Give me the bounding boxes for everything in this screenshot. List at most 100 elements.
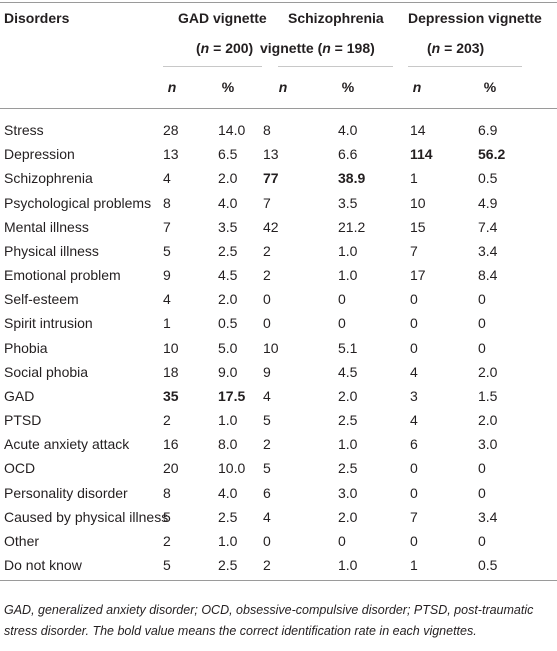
cell: 5.1 bbox=[338, 339, 358, 356]
cell: 28 bbox=[163, 122, 179, 138]
cell: 2.5 bbox=[218, 557, 238, 574]
cell: 4 bbox=[163, 170, 171, 187]
cell: 8.4 bbox=[478, 267, 498, 284]
cell: 77 bbox=[263, 170, 279, 187]
cell: 2 bbox=[263, 436, 271, 453]
group-subtitle: (n = 200) bbox=[196, 40, 253, 56]
group-title: Schizophrenia bbox=[288, 10, 384, 26]
cell: 8 bbox=[263, 122, 271, 138]
row-label: Social phobia bbox=[4, 363, 89, 380]
cell: 4.0 bbox=[218, 194, 238, 211]
cell: 1.0 bbox=[338, 436, 358, 453]
cell: 0 bbox=[263, 291, 271, 308]
cell: 7 bbox=[410, 242, 418, 259]
cell: 2 bbox=[263, 267, 271, 284]
column-header: % bbox=[221, 79, 235, 95]
cell: 6.6 bbox=[338, 146, 358, 163]
cell: 114 bbox=[410, 146, 433, 163]
row-label: PTSD bbox=[4, 412, 42, 429]
cell: 17.5 bbox=[218, 387, 246, 404]
cell: 2.5 bbox=[338, 412, 358, 429]
cell: 0 bbox=[338, 291, 346, 308]
cell: 2 bbox=[263, 557, 271, 574]
cell: 4.5 bbox=[218, 267, 238, 284]
cell: 1.0 bbox=[338, 242, 358, 259]
subtitle-part: ( bbox=[196, 40, 201, 56]
cell: 0 bbox=[478, 291, 486, 308]
group-title: Depression vignette bbox=[408, 10, 542, 26]
cell: 4 bbox=[410, 412, 418, 429]
row-label: Depression bbox=[4, 146, 75, 163]
cell: 10 bbox=[163, 339, 179, 356]
cell: 1.0 bbox=[218, 412, 238, 429]
cell: 56.2 bbox=[478, 146, 506, 163]
subtitle-part: n bbox=[431, 40, 441, 56]
row-label: Acute anxiety attack bbox=[4, 436, 130, 453]
cell: 3 bbox=[410, 387, 418, 404]
cell: 1.5 bbox=[478, 387, 498, 404]
cell: 1.0 bbox=[218, 532, 238, 549]
cell: 0 bbox=[263, 315, 271, 332]
group-subtitle: vignette (n = 198) bbox=[260, 40, 375, 56]
cell: 0 bbox=[410, 339, 418, 356]
cell: 6 bbox=[410, 436, 418, 453]
cell: 0.5 bbox=[478, 557, 498, 574]
row-label: Self-esteem bbox=[4, 291, 79, 308]
cell: 7.4 bbox=[478, 218, 498, 235]
cell: 0 bbox=[410, 532, 418, 549]
row-label: Schizophrenia bbox=[4, 170, 93, 187]
cell: 2 bbox=[163, 532, 171, 549]
cell: 2.5 bbox=[218, 242, 238, 259]
cell: 21.2 bbox=[338, 218, 366, 235]
bottom-rule bbox=[0, 580, 557, 581]
row-label: Physical illness bbox=[4, 242, 99, 259]
cell: 20 bbox=[163, 460, 179, 477]
cell: 7 bbox=[263, 194, 271, 211]
cell: 5 bbox=[263, 412, 271, 429]
group-subtitle: (n = 203) bbox=[427, 40, 484, 56]
row-label: Psychological problems bbox=[4, 194, 152, 211]
group-title: GAD vignette bbox=[178, 10, 267, 26]
row-label: Stress bbox=[4, 122, 44, 138]
cell: 0 bbox=[410, 460, 418, 477]
cell: 10.0 bbox=[218, 460, 246, 477]
cell: 0.5 bbox=[218, 315, 238, 332]
cell: 9.0 bbox=[218, 363, 238, 380]
cell: 13 bbox=[163, 146, 179, 163]
cell: 15 bbox=[410, 218, 426, 235]
cell: 38.9 bbox=[338, 170, 366, 187]
cell: 10 bbox=[263, 339, 279, 356]
cell: 4.9 bbox=[478, 194, 498, 211]
row-label: Phobia bbox=[4, 339, 48, 356]
cell: 5 bbox=[263, 460, 271, 477]
header-rule bbox=[0, 108, 557, 109]
cell: 2.0 bbox=[478, 363, 498, 380]
subtitle-part: = 200) bbox=[209, 40, 254, 56]
cell: 13 bbox=[263, 146, 279, 163]
cell: 3.5 bbox=[218, 218, 238, 235]
column-header: % bbox=[341, 79, 355, 95]
group-rule bbox=[408, 66, 522, 67]
header-label: Disorders bbox=[4, 10, 70, 26]
cell: 17 bbox=[410, 267, 426, 284]
cell: 3.0 bbox=[338, 484, 358, 501]
cell: 10 bbox=[410, 194, 426, 211]
cell: 6.9 bbox=[478, 122, 498, 138]
cell: 4 bbox=[163, 291, 171, 308]
cell: 3.0 bbox=[478, 436, 498, 453]
cell: 2.5 bbox=[218, 508, 238, 525]
row-label: Do not know bbox=[4, 557, 82, 574]
column-header: % bbox=[483, 79, 497, 95]
row-label: Caused by physical illness bbox=[4, 508, 169, 525]
cell: 18 bbox=[163, 363, 179, 380]
cell: 0 bbox=[478, 484, 486, 501]
cell: 1 bbox=[410, 170, 418, 187]
subtitle-part: vignette ( bbox=[260, 40, 323, 56]
cell: 0 bbox=[410, 315, 418, 332]
cell: 3.4 bbox=[478, 508, 498, 525]
row-label: Other bbox=[4, 532, 40, 549]
cell: 8.0 bbox=[218, 436, 238, 453]
subtitle-part: n bbox=[200, 40, 210, 56]
row-label: Personality disorder bbox=[4, 484, 128, 501]
